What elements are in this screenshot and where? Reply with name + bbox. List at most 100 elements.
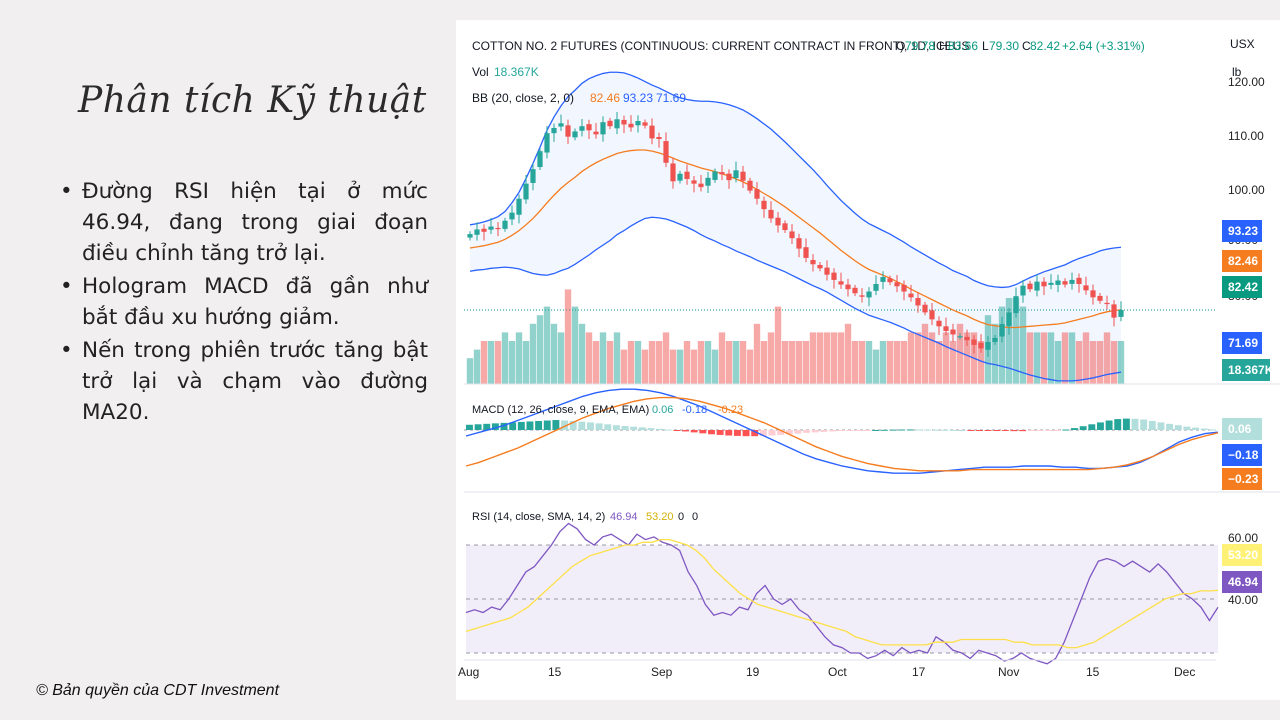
- time-axis-label: Dec: [1174, 665, 1195, 679]
- candle-body: [1013, 296, 1019, 314]
- price-badge: 18.367K: [1222, 359, 1274, 381]
- candle-body: [607, 120, 613, 127]
- ohlc-change-value: +2.64 (+3.31%): [1062, 39, 1145, 53]
- macd-hist-value: 0.06: [652, 404, 673, 416]
- volume-bar: [746, 349, 754, 384]
- volume-bar: [627, 341, 635, 384]
- candle-body: [1027, 283, 1033, 290]
- macd-histogram-bar: [483, 423, 491, 430]
- volume-bar: [781, 341, 789, 384]
- volume-bar: [508, 341, 516, 384]
- volume-bar: [914, 332, 922, 384]
- candle-body: [516, 198, 522, 215]
- candle-body: [551, 127, 557, 134]
- volume-bar: [893, 341, 901, 384]
- candle-body: [600, 122, 606, 135]
- volume-bar: [1033, 332, 1041, 384]
- candle-body: [1006, 312, 1012, 327]
- candle-body: [509, 212, 515, 220]
- volume-bar: [977, 341, 985, 384]
- price-badge-label: 93.23: [1228, 224, 1258, 238]
- macd-histogram-bar: [1010, 430, 1018, 432]
- volume-bar: [858, 341, 866, 384]
- unit-label[interactable]: lb: [1232, 65, 1242, 79]
- macd-histogram-bar: [777, 430, 785, 435]
- rsi-badge-bg: [1222, 544, 1262, 566]
- rsi-badge-bg: [1222, 571, 1262, 593]
- rsi-line: [465, 522, 1219, 665]
- volume-bar: [648, 341, 656, 384]
- volume-bar: [571, 306, 579, 384]
- macd-badge-label: −0.18: [1228, 448, 1259, 462]
- slide-title: Phân tích Kỹ thuật: [78, 80, 427, 121]
- macd-legend-label[interactable]: MACD (12, 26, close, 9, EMA, EMA): [472, 404, 649, 416]
- rsi-pane: [465, 522, 1219, 665]
- candle-body: [936, 320, 942, 327]
- bb-lower-line: [469, 216, 1122, 382]
- symbol-title[interactable]: COTTON NO. 2 FUTURES (CONTINUOUS: CURREN…: [472, 39, 969, 53]
- volume-legend-label[interactable]: Vol: [472, 65, 489, 79]
- macd-badge-label: −0.23: [1228, 472, 1259, 486]
- macd-histogram-bar: [725, 430, 733, 436]
- volume-bar: [935, 341, 943, 384]
- candle-body: [1111, 304, 1117, 318]
- macd-badge-label: 0.06: [1228, 422, 1252, 436]
- candle-body: [649, 125, 655, 139]
- volume-bar: [949, 341, 957, 384]
- candle-body: [1034, 281, 1040, 291]
- macd-badge-bg: [1222, 418, 1262, 440]
- volume-bar: [1075, 341, 1083, 384]
- rsi-extra-value: 0: [692, 511, 698, 523]
- candle-body: [481, 228, 487, 232]
- candle-body: [908, 293, 914, 298]
- macd-histogram-bar: [1166, 423, 1174, 430]
- macd-histogram-bar: [1131, 418, 1139, 430]
- price-badge-label: 18.367K: [1228, 363, 1274, 377]
- candle-body: [824, 267, 830, 275]
- macd-histogram-bar: [1088, 424, 1096, 430]
- candle-body: [1062, 281, 1068, 285]
- price-badge-label: 71.69: [1228, 336, 1258, 350]
- bb-legend-label[interactable]: BB (20, close, 2, 0): [472, 91, 574, 105]
- volume-bar: [1019, 306, 1027, 384]
- macd-histogram-bar: [1183, 426, 1191, 430]
- macd-histogram-bar: [690, 430, 698, 433]
- volume-bar: [662, 332, 670, 384]
- candle-body: [922, 304, 928, 313]
- candle-body: [719, 172, 725, 175]
- volume-bar: [501, 332, 509, 384]
- price-chart[interactable]: 120.00110.00100.0090.0080.0060.0040.0093…: [456, 20, 1280, 700]
- price-chart-panel[interactable]: 120.00110.00100.0090.0080.0060.0040.0093…: [456, 20, 1280, 700]
- bb-basis-line: [469, 149, 1122, 329]
- macd-histogram-bar: [638, 427, 646, 430]
- candle-body: [684, 171, 690, 179]
- volume-bar: [830, 332, 838, 384]
- price-badge-bg: [1222, 250, 1262, 272]
- volume-bar: [823, 332, 831, 384]
- candle-body: [1118, 309, 1124, 317]
- volume-bar: [522, 341, 530, 384]
- currency-label[interactable]: USX: [1230, 37, 1255, 51]
- rsi-legend-label[interactable]: RSI (14, close, SMA, 14, 2): [472, 511, 605, 523]
- macd-histogram-bar: [647, 428, 655, 430]
- candle-body: [817, 264, 823, 269]
- volume-bar: [697, 341, 705, 384]
- candle-body: [544, 133, 550, 153]
- volume-bar: [473, 349, 481, 384]
- volume-bar: [739, 341, 747, 384]
- candle-body: [1076, 277, 1082, 284]
- time-axis-label: Oct: [828, 665, 847, 679]
- candle-body: [523, 183, 529, 200]
- volume-bar: [718, 332, 726, 384]
- macd-histogram-bar: [604, 424, 612, 430]
- macd-histogram-bar: [820, 430, 828, 432]
- candle-body: [859, 295, 865, 297]
- price-axis-tick: 100.00: [1228, 183, 1265, 197]
- macd-histogram-bar: [699, 430, 707, 434]
- candle-body: [467, 234, 473, 238]
- volume-bar: [991, 323, 999, 384]
- candle-body: [670, 163, 676, 182]
- macd-histogram-bar: [621, 426, 629, 430]
- volume-bar: [844, 323, 852, 384]
- candle-body: [999, 324, 1005, 337]
